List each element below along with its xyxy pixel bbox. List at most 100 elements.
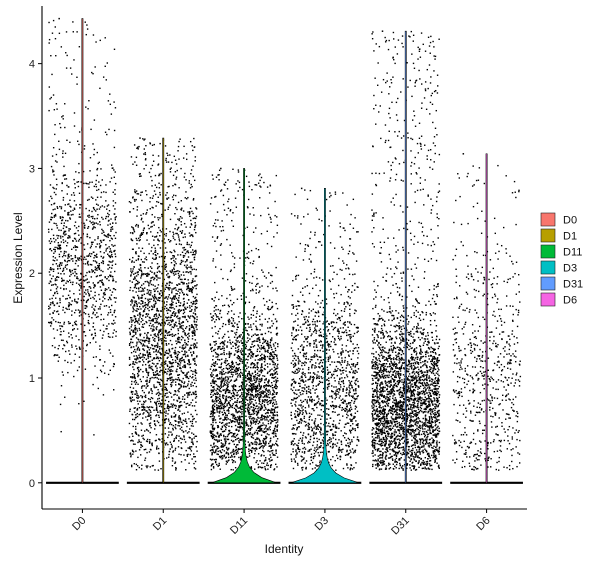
- data-point: [164, 408, 166, 410]
- data-point: [150, 416, 152, 419]
- data-point: [153, 298, 155, 300]
- data-point: [188, 335, 190, 337]
- data-point: [153, 420, 156, 422]
- data-point: [180, 453, 182, 456]
- data-point: [108, 210, 111, 212]
- data-point: [241, 415, 243, 418]
- data-point: [71, 337, 73, 339]
- data-point: [176, 169, 178, 172]
- data-point: [133, 407, 135, 409]
- data-point: [222, 397, 225, 399]
- data-point: [269, 352, 271, 355]
- data-point: [190, 351, 192, 354]
- data-point: [176, 379, 179, 381]
- data-point: [66, 193, 68, 195]
- data-point: [87, 322, 89, 324]
- data-point: [178, 338, 180, 341]
- data-point: [49, 218, 52, 221]
- data-point: [138, 290, 140, 292]
- data-point: [135, 317, 137, 320]
- data-point: [146, 232, 148, 234]
- data-point: [227, 304, 230, 307]
- data-point: [252, 345, 254, 348]
- data-point: [164, 331, 167, 333]
- data-point: [157, 196, 159, 198]
- data-point: [181, 371, 184, 374]
- data-point: [155, 317, 157, 320]
- data-point: [56, 310, 58, 313]
- data-point: [170, 356, 172, 358]
- data-point: [102, 239, 105, 242]
- data-point: [114, 309, 116, 312]
- data-point: [191, 261, 193, 263]
- data-point: [67, 214, 69, 216]
- data-point: [155, 236, 157, 238]
- data-point: [188, 327, 191, 330]
- data-point: [158, 359, 161, 362]
- data-point: [58, 344, 60, 347]
- data-point: [258, 417, 260, 419]
- data-point: [52, 94, 55, 96]
- data-point: [146, 315, 149, 317]
- data-point: [84, 307, 86, 309]
- data-point: [142, 376, 144, 378]
- data-point: [249, 427, 252, 430]
- data-point: [188, 180, 191, 182]
- data-point: [99, 206, 102, 208]
- data-point: [50, 216, 52, 218]
- data-point: [147, 224, 149, 227]
- data-point: [216, 377, 219, 380]
- data-point: [85, 258, 87, 261]
- data-point: [50, 277, 53, 280]
- data-point: [182, 354, 185, 356]
- data-point: [149, 448, 152, 451]
- data-point: [192, 384, 194, 387]
- data-point: [138, 396, 140, 398]
- data-point: [95, 185, 98, 188]
- data-point: [171, 270, 173, 272]
- data-point: [140, 175, 142, 177]
- data-point: [213, 362, 215, 364]
- data-point: [139, 329, 141, 331]
- data-point: [141, 296, 143, 299]
- data-point: [68, 259, 71, 262]
- data-point: [228, 412, 230, 414]
- data-point: [141, 359, 144, 361]
- data-point: [110, 294, 113, 296]
- data-point: [61, 270, 64, 273]
- data-point: [178, 416, 180, 418]
- data-point: [256, 393, 258, 396]
- data-point: [55, 284, 57, 286]
- data-point: [190, 301, 192, 304]
- data-point: [274, 387, 277, 390]
- data-point: [165, 442, 168, 444]
- data-point: [78, 339, 80, 341]
- data-point: [150, 308, 153, 311]
- data-point: [189, 307, 191, 309]
- data-point: [168, 331, 171, 333]
- data-point: [132, 363, 134, 365]
- data-point: [148, 391, 150, 393]
- data-point: [92, 311, 95, 314]
- data-point: [217, 346, 219, 348]
- data-point: [64, 240, 67, 242]
- data-point: [251, 282, 253, 285]
- data-point: [92, 338, 94, 340]
- data-point: [161, 433, 163, 435]
- data-point: [250, 389, 252, 391]
- data-point: [175, 297, 178, 300]
- data-point: [193, 392, 195, 394]
- data-point: [187, 394, 189, 396]
- data-point: [231, 303, 233, 306]
- data-point: [253, 432, 256, 435]
- data-point: [57, 313, 60, 315]
- data-point: [161, 424, 164, 426]
- data-point: [192, 199, 195, 201]
- data-point: [148, 283, 150, 285]
- data-point: [149, 380, 151, 382]
- data-point: [214, 380, 216, 382]
- data-point: [134, 300, 136, 302]
- data-point: [175, 342, 178, 345]
- data-point: [157, 201, 160, 204]
- data-point: [64, 174, 66, 176]
